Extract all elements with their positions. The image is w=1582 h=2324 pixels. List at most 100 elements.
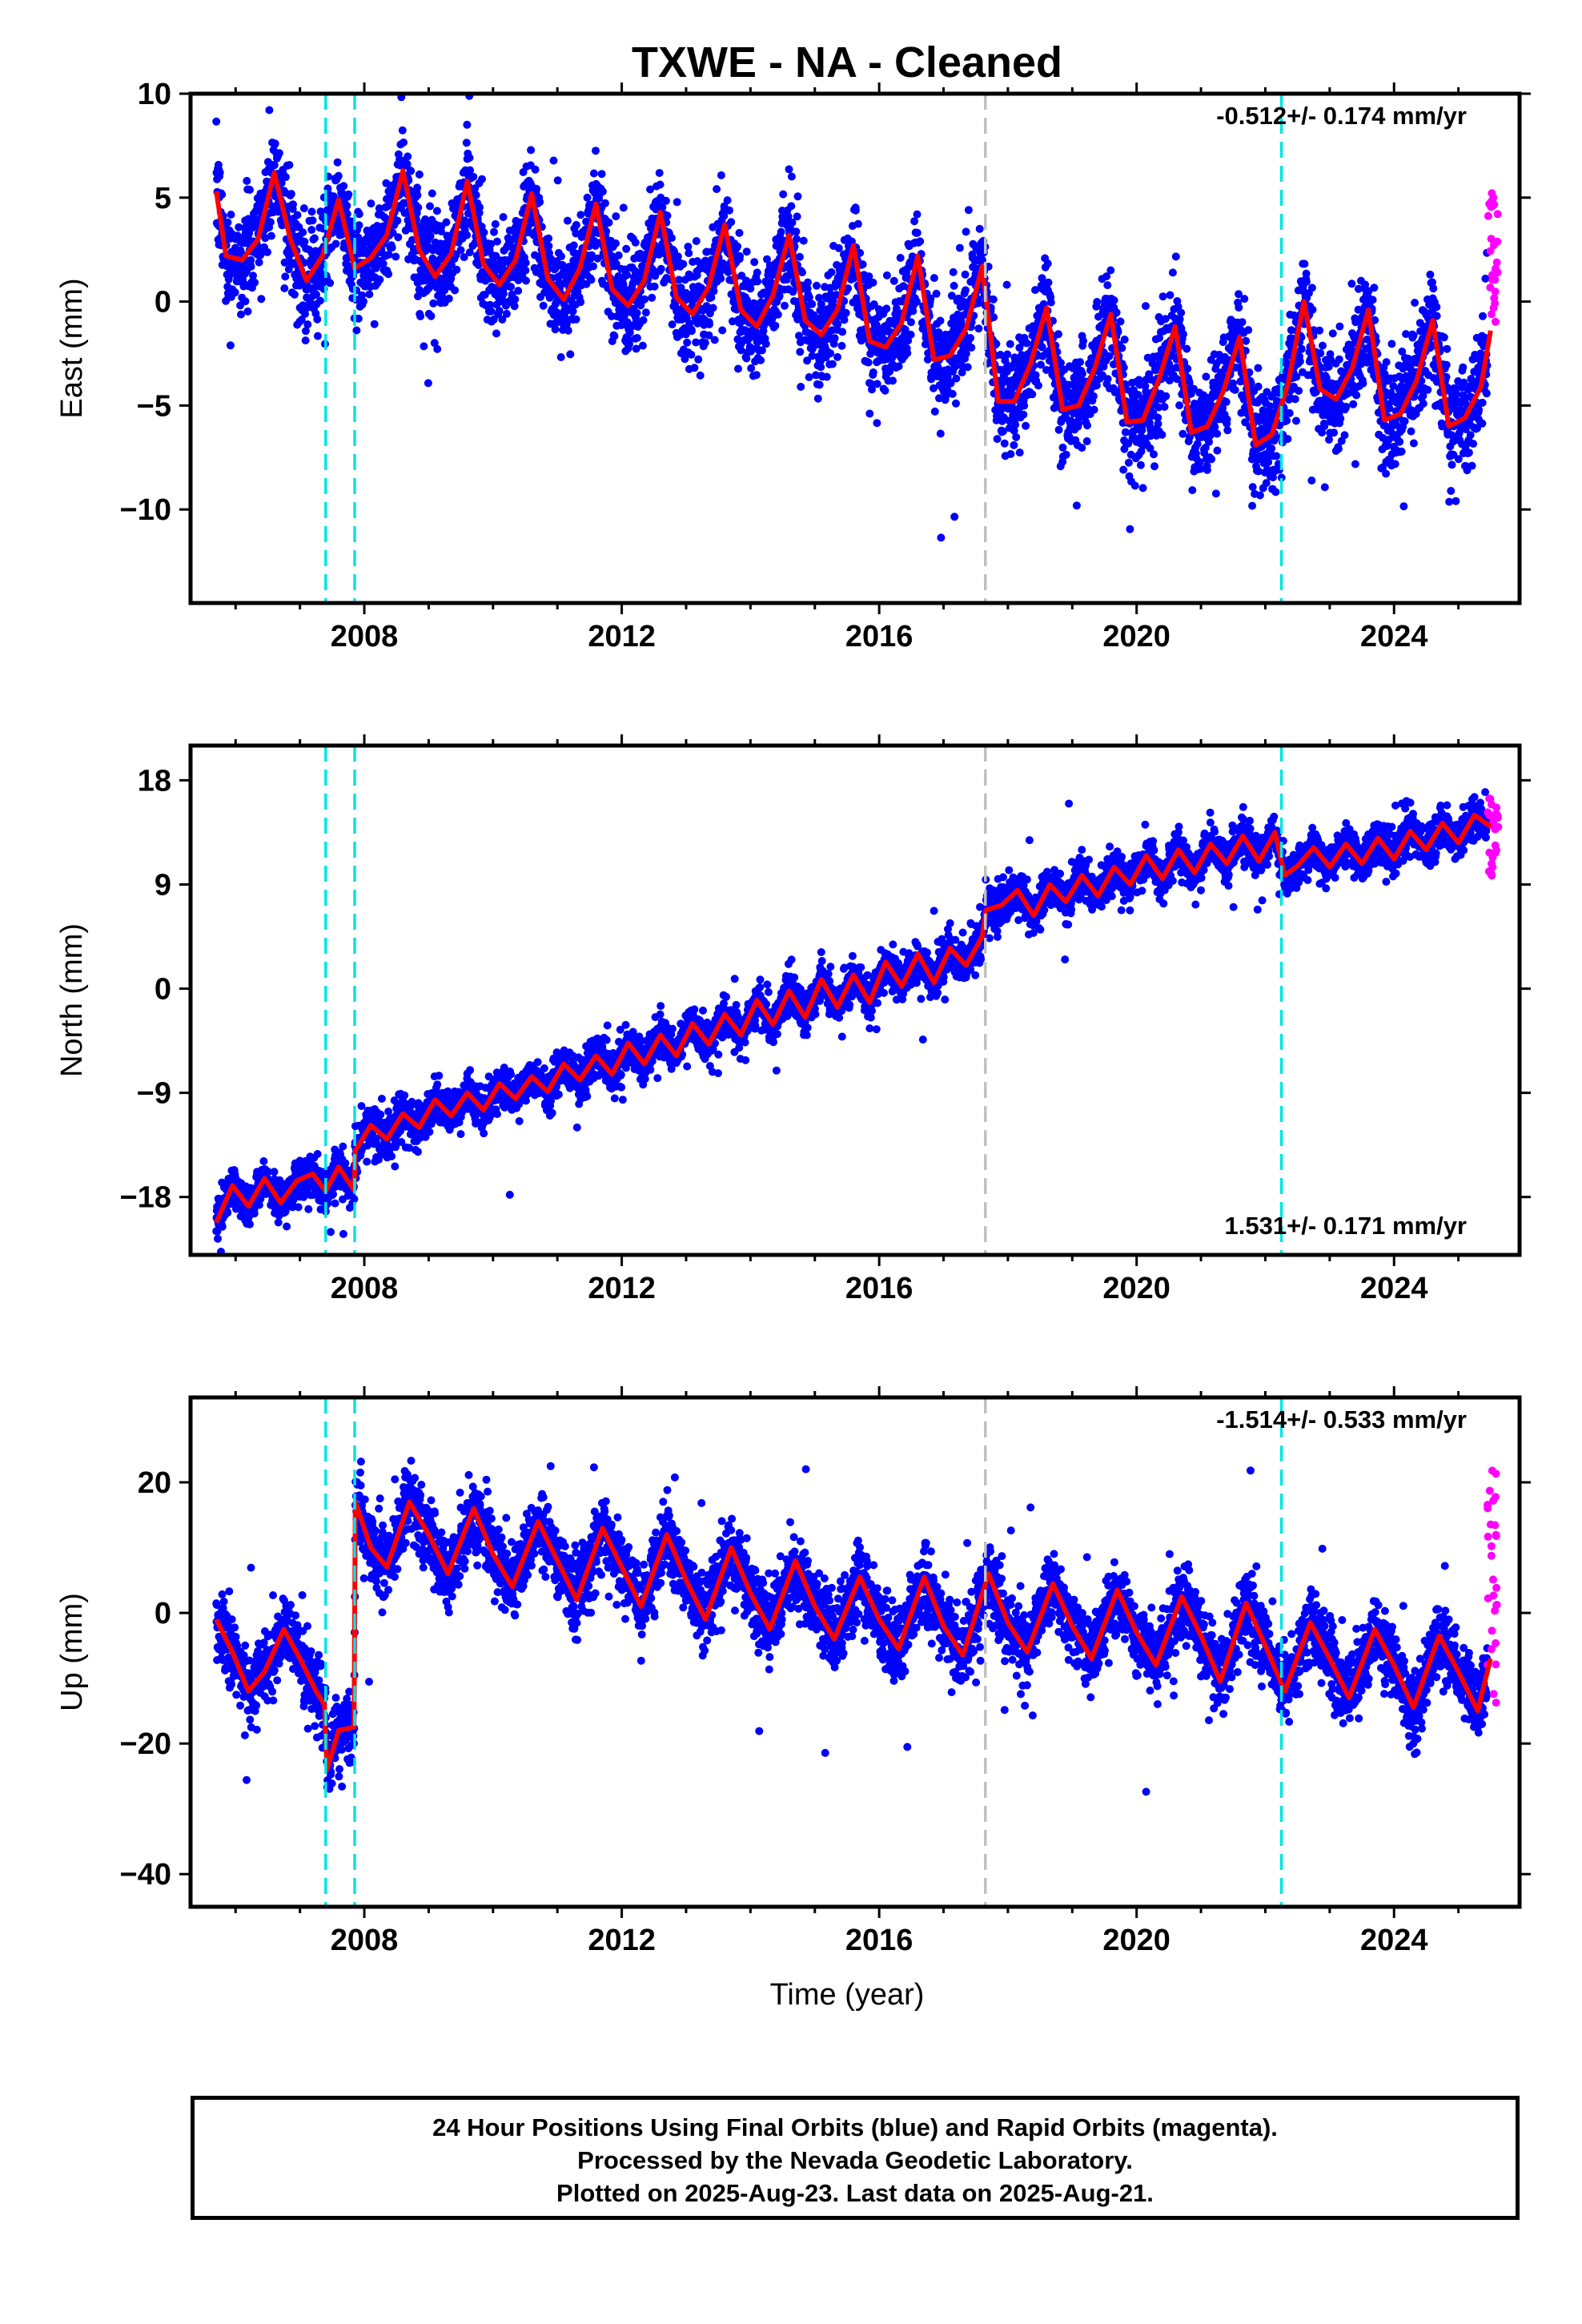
final-orbit-point bbox=[226, 341, 235, 350]
final-orbit-point bbox=[486, 300, 495, 309]
final-orbit-point bbox=[1158, 430, 1166, 439]
final-orbit-point bbox=[808, 352, 817, 360]
final-orbit-point bbox=[1307, 283, 1316, 292]
final-orbit-point bbox=[966, 334, 975, 342]
final-orbit-point bbox=[705, 320, 713, 328]
final-orbit-point bbox=[521, 266, 530, 275]
final-orbit-point bbox=[285, 161, 294, 169]
final-orbit-point bbox=[1015, 344, 1024, 352]
final-orbit-point bbox=[974, 324, 983, 333]
final-orbit-point bbox=[793, 235, 801, 243]
final-orbit-point bbox=[568, 307, 577, 316]
final-orbit-point bbox=[247, 255, 255, 264]
final-orbit-point bbox=[641, 308, 650, 317]
final-orbit-point bbox=[1193, 440, 1202, 448]
final-orbit-point bbox=[962, 349, 970, 358]
final-orbit-point bbox=[702, 302, 711, 311]
final-orbit-point bbox=[1262, 479, 1271, 488]
final-orbit-point bbox=[1205, 437, 1213, 446]
final-orbit-point bbox=[507, 283, 516, 292]
final-orbit-point bbox=[333, 158, 342, 167]
final-orbit-point bbox=[799, 236, 808, 245]
final-orbit-point bbox=[1166, 291, 1174, 300]
final-orbit-point bbox=[281, 173, 290, 182]
final-orbit-point bbox=[315, 296, 324, 305]
final-orbit-point bbox=[901, 325, 909, 334]
final-orbit-point bbox=[639, 316, 648, 324]
final-orbit-point bbox=[215, 168, 224, 177]
final-orbit-point bbox=[896, 254, 905, 262]
final-orbit-point bbox=[415, 170, 424, 179]
final-orbit-point bbox=[742, 247, 751, 256]
final-orbit-point bbox=[1316, 349, 1325, 357]
final-orbit-point bbox=[1359, 379, 1367, 388]
final-orbit-point bbox=[906, 318, 915, 327]
final-orbit-point bbox=[841, 308, 850, 317]
final-orbit-point bbox=[858, 260, 867, 269]
final-orbit-point bbox=[522, 276, 530, 285]
final-orbit-point bbox=[840, 316, 849, 324]
final-orbit-point bbox=[1283, 435, 1292, 444]
final-orbit-point bbox=[1054, 425, 1063, 434]
final-orbit-point bbox=[658, 203, 667, 211]
final-orbit-point bbox=[1292, 416, 1300, 425]
final-orbit-point bbox=[1399, 502, 1408, 511]
final-orbit-point bbox=[566, 350, 575, 359]
final-orbit-point bbox=[307, 207, 316, 216]
final-orbit-point bbox=[804, 278, 812, 287]
final-orbit-point bbox=[1175, 315, 1184, 324]
final-orbit-point bbox=[736, 251, 745, 260]
final-orbit-point bbox=[287, 190, 295, 199]
final-orbit-point bbox=[958, 368, 966, 377]
final-orbit-point bbox=[1202, 372, 1211, 381]
final-orbit-point bbox=[866, 349, 875, 358]
final-orbit-point bbox=[1423, 385, 1432, 394]
final-orbit-point bbox=[354, 314, 363, 323]
final-orbit-point bbox=[655, 169, 664, 177]
final-orbit-point bbox=[909, 307, 917, 316]
final-orbit-point bbox=[1019, 410, 1028, 419]
final-orbit-point bbox=[480, 228, 488, 237]
final-orbit-point bbox=[266, 218, 275, 227]
final-orbit-point bbox=[957, 321, 966, 330]
final-orbit-point bbox=[1203, 465, 1211, 474]
final-orbit-point bbox=[913, 228, 921, 237]
final-orbit-point bbox=[465, 154, 474, 162]
final-orbit-point bbox=[1105, 352, 1114, 360]
final-orbit-point bbox=[805, 373, 813, 381]
final-orbit-point bbox=[476, 203, 484, 211]
final-orbit-point bbox=[1062, 450, 1070, 459]
final-orbit-point bbox=[241, 297, 250, 306]
final-orbit-point bbox=[833, 320, 842, 328]
final-orbit-point bbox=[1334, 444, 1343, 453]
final-orbit-point bbox=[935, 394, 943, 403]
final-orbit-point bbox=[587, 275, 596, 284]
final-orbit-point bbox=[784, 212, 793, 221]
final-orbit-point bbox=[1120, 444, 1129, 453]
final-orbit-point bbox=[1269, 473, 1277, 482]
final-orbit-point bbox=[301, 327, 310, 336]
final-orbit-point bbox=[257, 295, 266, 304]
final-orbit-point bbox=[428, 189, 436, 198]
final-orbit-point bbox=[761, 340, 770, 348]
final-orbit-point bbox=[1118, 344, 1126, 352]
final-orbit-point bbox=[727, 218, 736, 227]
final-orbit-point bbox=[996, 351, 1005, 359]
final-orbit-point bbox=[1142, 302, 1150, 311]
final-orbit-point bbox=[913, 210, 921, 219]
final-orbit-point bbox=[1175, 401, 1184, 410]
final-orbit-point bbox=[1292, 372, 1301, 381]
final-orbit-point bbox=[243, 307, 252, 316]
final-orbit-point bbox=[1042, 366, 1050, 374]
final-orbit-point bbox=[1083, 421, 1091, 430]
final-orbit-point bbox=[1006, 450, 1015, 458]
final-orbit-point bbox=[426, 231, 435, 240]
final-orbit-point bbox=[952, 374, 961, 383]
final-orbit-point bbox=[687, 350, 696, 359]
final-orbit-point bbox=[452, 265, 461, 274]
final-orbit-point bbox=[301, 336, 310, 345]
final-orbit-point bbox=[487, 239, 496, 248]
final-orbit-point bbox=[510, 302, 519, 311]
